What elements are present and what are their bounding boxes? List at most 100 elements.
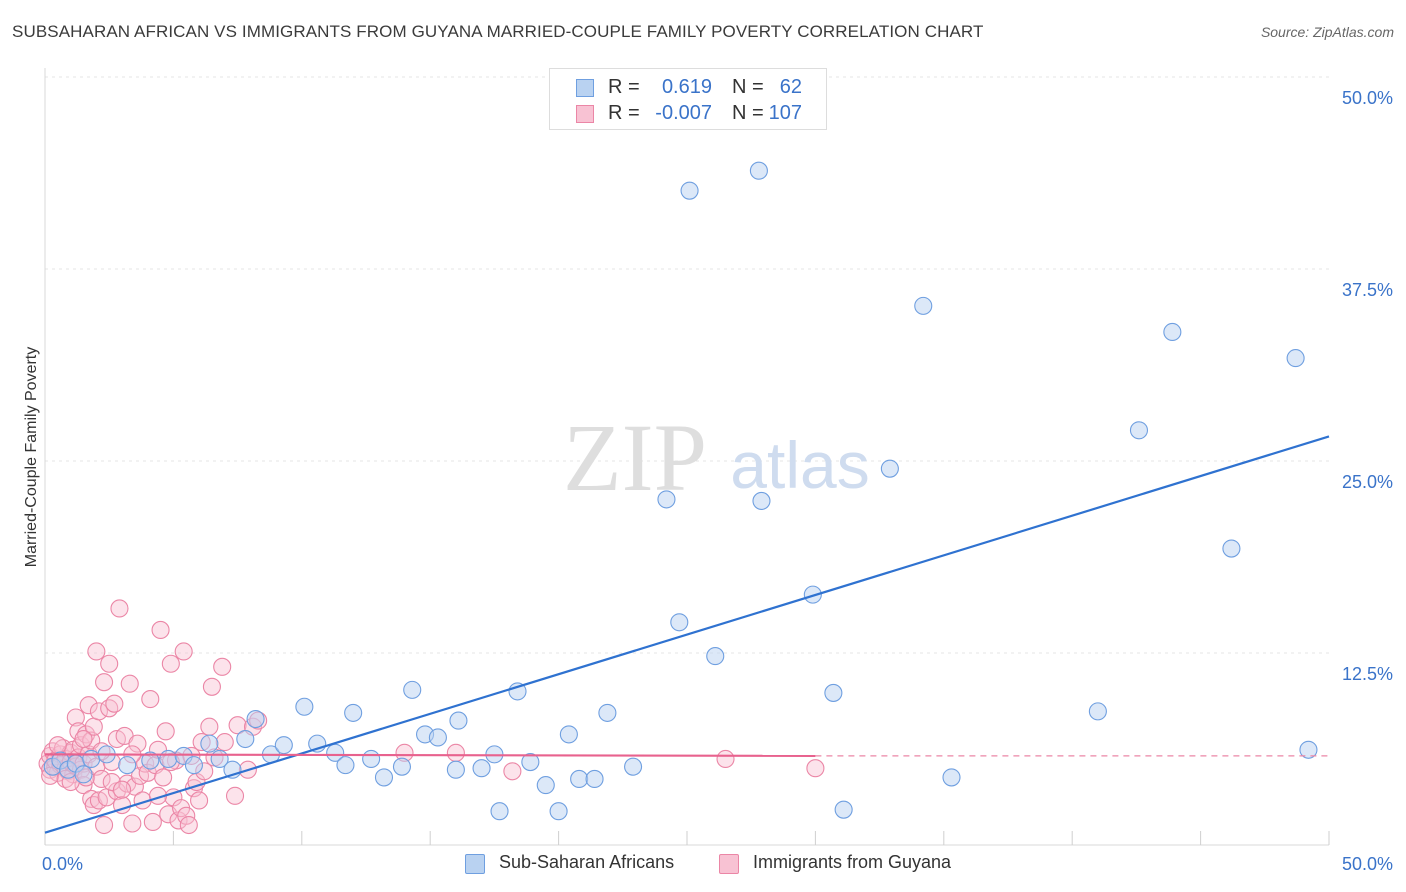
subsaharan-point-34	[490, 802, 509, 821]
watermark-atlas: atlas	[730, 428, 869, 502]
guyana-point-91	[48, 736, 67, 755]
subsaharan-point-47	[706, 647, 725, 666]
subsaharan-point-30	[446, 760, 465, 779]
guyana-point-104	[503, 762, 522, 781]
subsaharan-point-41	[585, 769, 604, 789]
x-tick-label-max: 50.0%	[1342, 854, 1393, 874]
subsaharan-point-37	[536, 776, 555, 795]
legend-row-blue: R = 0.619 N = 62	[550, 75, 826, 101]
subsaharan-point-12	[200, 734, 219, 753]
guyana-point-63	[151, 620, 170, 640]
legend-label: Sub-Saharan Africans	[499, 852, 675, 872]
x-tick-label-min: 0.0%	[42, 854, 83, 874]
subsaharan-point-24	[362, 749, 381, 769]
guyana-point-85	[225, 786, 245, 805]
subsaharan-point-45	[670, 613, 689, 632]
legend-swatch-pink	[576, 105, 594, 123]
guyana-point-47	[110, 599, 129, 618]
subsaharan-point-48	[749, 161, 768, 180]
subsaharan-point-60	[1286, 349, 1305, 368]
guyana-point-67	[161, 654, 180, 673]
subsaharan-point-7	[118, 756, 137, 775]
guyana-point-42	[100, 654, 119, 673]
subsaharan-point-22	[336, 756, 355, 775]
guyana-point-59	[141, 690, 160, 709]
series-legend: Sub-Saharan Africans Immigrants from Guy…	[0, 852, 1406, 878]
guyana-point-103	[446, 743, 465, 762]
legend-r-value: -0.007	[655, 102, 712, 124]
guyana-point-64	[154, 768, 173, 787]
subsaharan-point-29	[428, 728, 447, 747]
subsaharan-point-42	[598, 703, 617, 722]
subsaharan-point-61	[1299, 740, 1318, 759]
y-tick-label-1: 25.0%	[1342, 472, 1393, 492]
subsaharan-point-46	[680, 181, 699, 200]
subsaharan-point-27	[403, 680, 422, 699]
trend-line-immigrants-from-guyana	[44, 753, 816, 758]
guyana-point-65	[156, 722, 175, 741]
guyana-point-35	[89, 702, 108, 721]
guyana-point-105	[716, 749, 735, 769]
guyana-point-54	[128, 734, 147, 753]
legend-row-pink: R = -0.007 N = 107	[550, 101, 826, 127]
subsaharan-point-8	[141, 751, 160, 770]
guyana-point-94	[74, 729, 93, 749]
subsaharan-point-21	[326, 743, 345, 762]
subsaharan-point-5	[82, 749, 101, 769]
subsaharan-point-15	[236, 729, 255, 749]
subsaharan-point-43	[624, 757, 643, 776]
watermark: ZIP atlas	[563, 404, 870, 511]
subsaharan-point-52	[834, 800, 853, 819]
guyana-point-97	[112, 780, 132, 799]
legend-n-label: N =	[732, 102, 764, 124]
subsaharan-point-11	[184, 756, 203, 775]
guyana-point-96	[102, 772, 121, 792]
y-axis-label: Married-Couple Family Poverty	[23, 347, 40, 568]
axis-layer	[44, 68, 1330, 846]
subsaharan-point-36	[521, 753, 540, 772]
guyana-point-78	[190, 791, 209, 810]
subsaharan-point-51	[824, 683, 843, 702]
guyana-point-74	[179, 815, 198, 835]
subsaharan-point-40	[570, 769, 589, 789]
subsaharan-point-56	[1088, 702, 1107, 721]
trend-lines	[44, 435, 1330, 834]
subsaharan-point-4	[74, 765, 93, 784]
subsaharan-point-19	[295, 697, 314, 716]
guyana-point-52	[123, 814, 142, 833]
guyana-point-81	[202, 677, 221, 696]
legend-label: Immigrants from Guyana	[753, 852, 952, 872]
subsaharan-point-9	[159, 749, 178, 769]
legend-r-value: 0.619	[661, 76, 712, 98]
guyana-point-83	[213, 657, 232, 676]
guyana-point-80	[200, 717, 219, 736]
guyana-point-72	[174, 642, 193, 661]
subsaharan-point-53	[880, 459, 899, 478]
legend-n-value: 107	[768, 102, 802, 124]
subsaharan-point-55	[942, 768, 961, 787]
subsaharan-point-16	[246, 709, 265, 729]
legend-n-label: N =	[732, 76, 764, 98]
guyana-point-27	[79, 696, 98, 715]
trend-line-sub-saharan-africans	[44, 435, 1330, 834]
guyana-point-60	[143, 812, 162, 832]
subsaharan-point-39	[559, 725, 578, 744]
y-tick-label-0: 12.5%	[1342, 664, 1393, 684]
chart-title: SUBSAHARAN AFRICAN VS IMMIGRANTS FROM GU…	[12, 22, 984, 41]
subsaharan-point-38	[549, 802, 568, 821]
legend-swatch-pink	[719, 854, 739, 874]
grid-layer	[45, 76, 1329, 654]
subsaharan-point-54	[914, 296, 933, 315]
y-tick-label-3: 50.0%	[1342, 88, 1393, 108]
legend-swatch-blue	[465, 854, 485, 874]
guyana-point-106	[806, 759, 825, 778]
subsaharan-point-59	[1222, 539, 1241, 558]
legend-swatch-blue	[576, 79, 594, 97]
guyana-point-84	[215, 733, 234, 752]
guyana-point-44	[105, 694, 124, 713]
tick-labels: 12.5% 25.0% 37.5% 50.0% 0.0% 50.0%	[42, 88, 1393, 874]
subsaharan-point-31	[449, 711, 468, 730]
subsaharan-point-49	[752, 491, 771, 510]
subsaharan-point-44	[657, 490, 676, 509]
